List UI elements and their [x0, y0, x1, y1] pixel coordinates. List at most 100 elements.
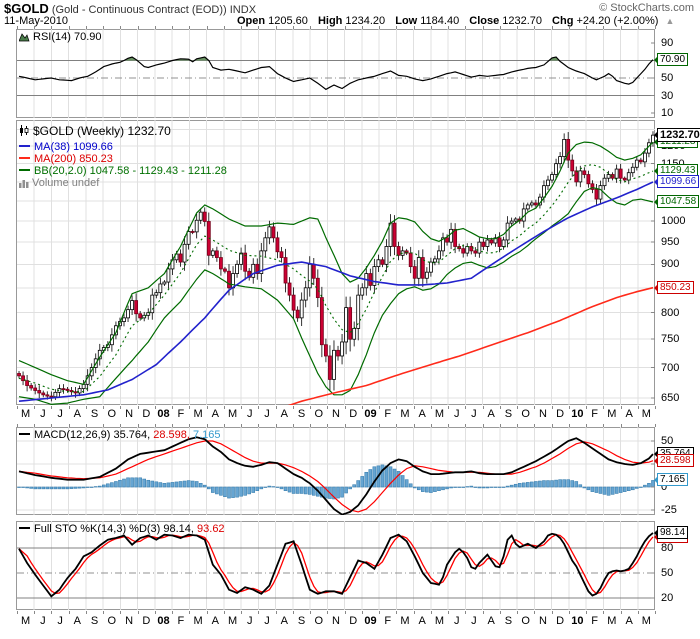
- close-value: 1232.70: [502, 15, 542, 27]
- month-tick: [275, 424, 277, 427]
- month-tick: [551, 424, 553, 427]
- y-axis-tick-label: -25: [661, 504, 677, 517]
- value-box-arrow: [654, 456, 658, 465]
- month-tick: [154, 611, 156, 614]
- month-tick: [586, 611, 588, 614]
- month-tick: [292, 424, 294, 427]
- y-axis-tick-label: 700: [661, 361, 680, 374]
- x-axis-label: F: [591, 615, 598, 627]
- sto-legend-d: 93.62: [193, 523, 225, 535]
- month-tick: [344, 26, 346, 29]
- month-tick: [120, 611, 122, 614]
- month-tick: [17, 611, 18, 614]
- month-tick: [68, 26, 70, 29]
- high-label: High: [317, 15, 343, 27]
- x-axis-label: O: [521, 615, 530, 627]
- month-tick: [396, 406, 398, 409]
- x-axis-label: 08: [157, 615, 170, 627]
- x-axis-label: S: [504, 615, 513, 627]
- value-box-arrow: [654, 283, 658, 292]
- ticker-symbol: $GOLD: [4, 1, 49, 16]
- ticker-name: (Gold - Continuous Contract (EOD)) INDX: [51, 4, 257, 16]
- chart-header: $GOLD (Gold - Continuous Contract (EOD))…: [4, 1, 256, 16]
- x-axis-label: M: [193, 615, 203, 627]
- macd-legend: MACD(12,26,9) 35.764, 28.598, 7.165: [19, 429, 221, 441]
- month-tick: [517, 406, 519, 409]
- rsi-indicator-icon: [18, 33, 30, 42]
- x-axis-label: A: [625, 615, 633, 627]
- x-axis-label: A: [487, 615, 495, 627]
- month-tick: [379, 26, 381, 29]
- month-tick: [655, 406, 656, 409]
- month-tick: [120, 424, 122, 427]
- month-tick: [154, 26, 156, 29]
- chart-date: 11-May-2010: [4, 15, 68, 27]
- rsi-legend-label: RSI(14) 70.90: [33, 31, 102, 43]
- x-axis-label: J: [247, 615, 253, 627]
- month-tick: [103, 406, 105, 409]
- x-axis-label: A: [211, 615, 219, 627]
- month-tick: [499, 406, 501, 409]
- x-axis-label: A: [73, 615, 81, 627]
- month-tick: [103, 611, 105, 614]
- x-axis-label: A: [625, 408, 633, 420]
- month-tick: [534, 611, 536, 614]
- month-tick: [499, 26, 501, 29]
- month-tick: [379, 424, 381, 427]
- y-axis-tick-label: 90: [661, 37, 674, 49]
- y-axis-tick-label: 650: [661, 391, 680, 404]
- month-tick: [396, 26, 398, 29]
- bb-legend-label: BB(20,2.0) 1047.58 - 1129.43 - 1211.28: [34, 165, 227, 177]
- month-tick: [517, 424, 519, 427]
- month-tick: [223, 406, 225, 409]
- x-axis-label: N: [332, 615, 340, 627]
- bb-line-swatch: [19, 169, 30, 171]
- macd-panel-plot: [17, 427, 655, 515]
- month-tick: [310, 424, 312, 427]
- month-tick: [603, 424, 605, 427]
- month-tick: [223, 424, 225, 427]
- month-tick: [137, 424, 139, 427]
- month-tick: [379, 611, 381, 614]
- x-axis-label: J: [264, 408, 270, 420]
- month-tick: [603, 26, 605, 29]
- x-axis-label: D: [142, 408, 151, 420]
- month-tick: [655, 611, 656, 614]
- stockcharts-copyright-link[interactable]: © StockCharts.com: [599, 2, 694, 14]
- month-tick: [51, 406, 53, 409]
- y-axis-tick-label: 20: [661, 592, 674, 604]
- volume-legend: Volume undef: [19, 177, 99, 189]
- x-axis-label: A: [418, 408, 426, 420]
- month-tick: [292, 26, 294, 29]
- month-tick: [396, 424, 398, 427]
- x-axis-label: D: [556, 615, 565, 627]
- rsi-panel-plot: [17, 29, 655, 118]
- month-tick: [465, 406, 467, 409]
- value-box-arrow: [654, 197, 658, 206]
- macd-legend-hist: 7.165: [189, 429, 221, 441]
- month-tick: [34, 424, 36, 427]
- month-tick: [206, 26, 208, 29]
- x-axis-label: M: [400, 408, 410, 420]
- month-tick: [189, 611, 191, 614]
- y-axis-tick-label: 800: [661, 306, 680, 319]
- low-value: 1184.40: [420, 15, 460, 27]
- x-axis-label: N: [125, 615, 134, 627]
- month-tick: [430, 424, 432, 427]
- month-tick: [172, 26, 174, 29]
- ma200-line-swatch: [19, 157, 30, 159]
- current-value-box: 850.23: [654, 280, 694, 294]
- current-value-box: 28.598: [654, 453, 694, 467]
- month-tick: [361, 406, 363, 409]
- candlestick-icon: [20, 125, 29, 136]
- month-tick: [189, 26, 191, 29]
- month-tick: [34, 611, 36, 614]
- price-title-label: $GOLD (Weekly) 1232.70: [33, 124, 171, 138]
- month-tick: [120, 406, 122, 409]
- month-tick: [551, 611, 553, 614]
- chg-value: +24.20 (+2.00%): [576, 15, 659, 27]
- current-value-box: 1232.70: [654, 128, 700, 143]
- month-tick: [482, 406, 484, 409]
- month-tick: [85, 406, 87, 409]
- month-tick: [568, 406, 570, 409]
